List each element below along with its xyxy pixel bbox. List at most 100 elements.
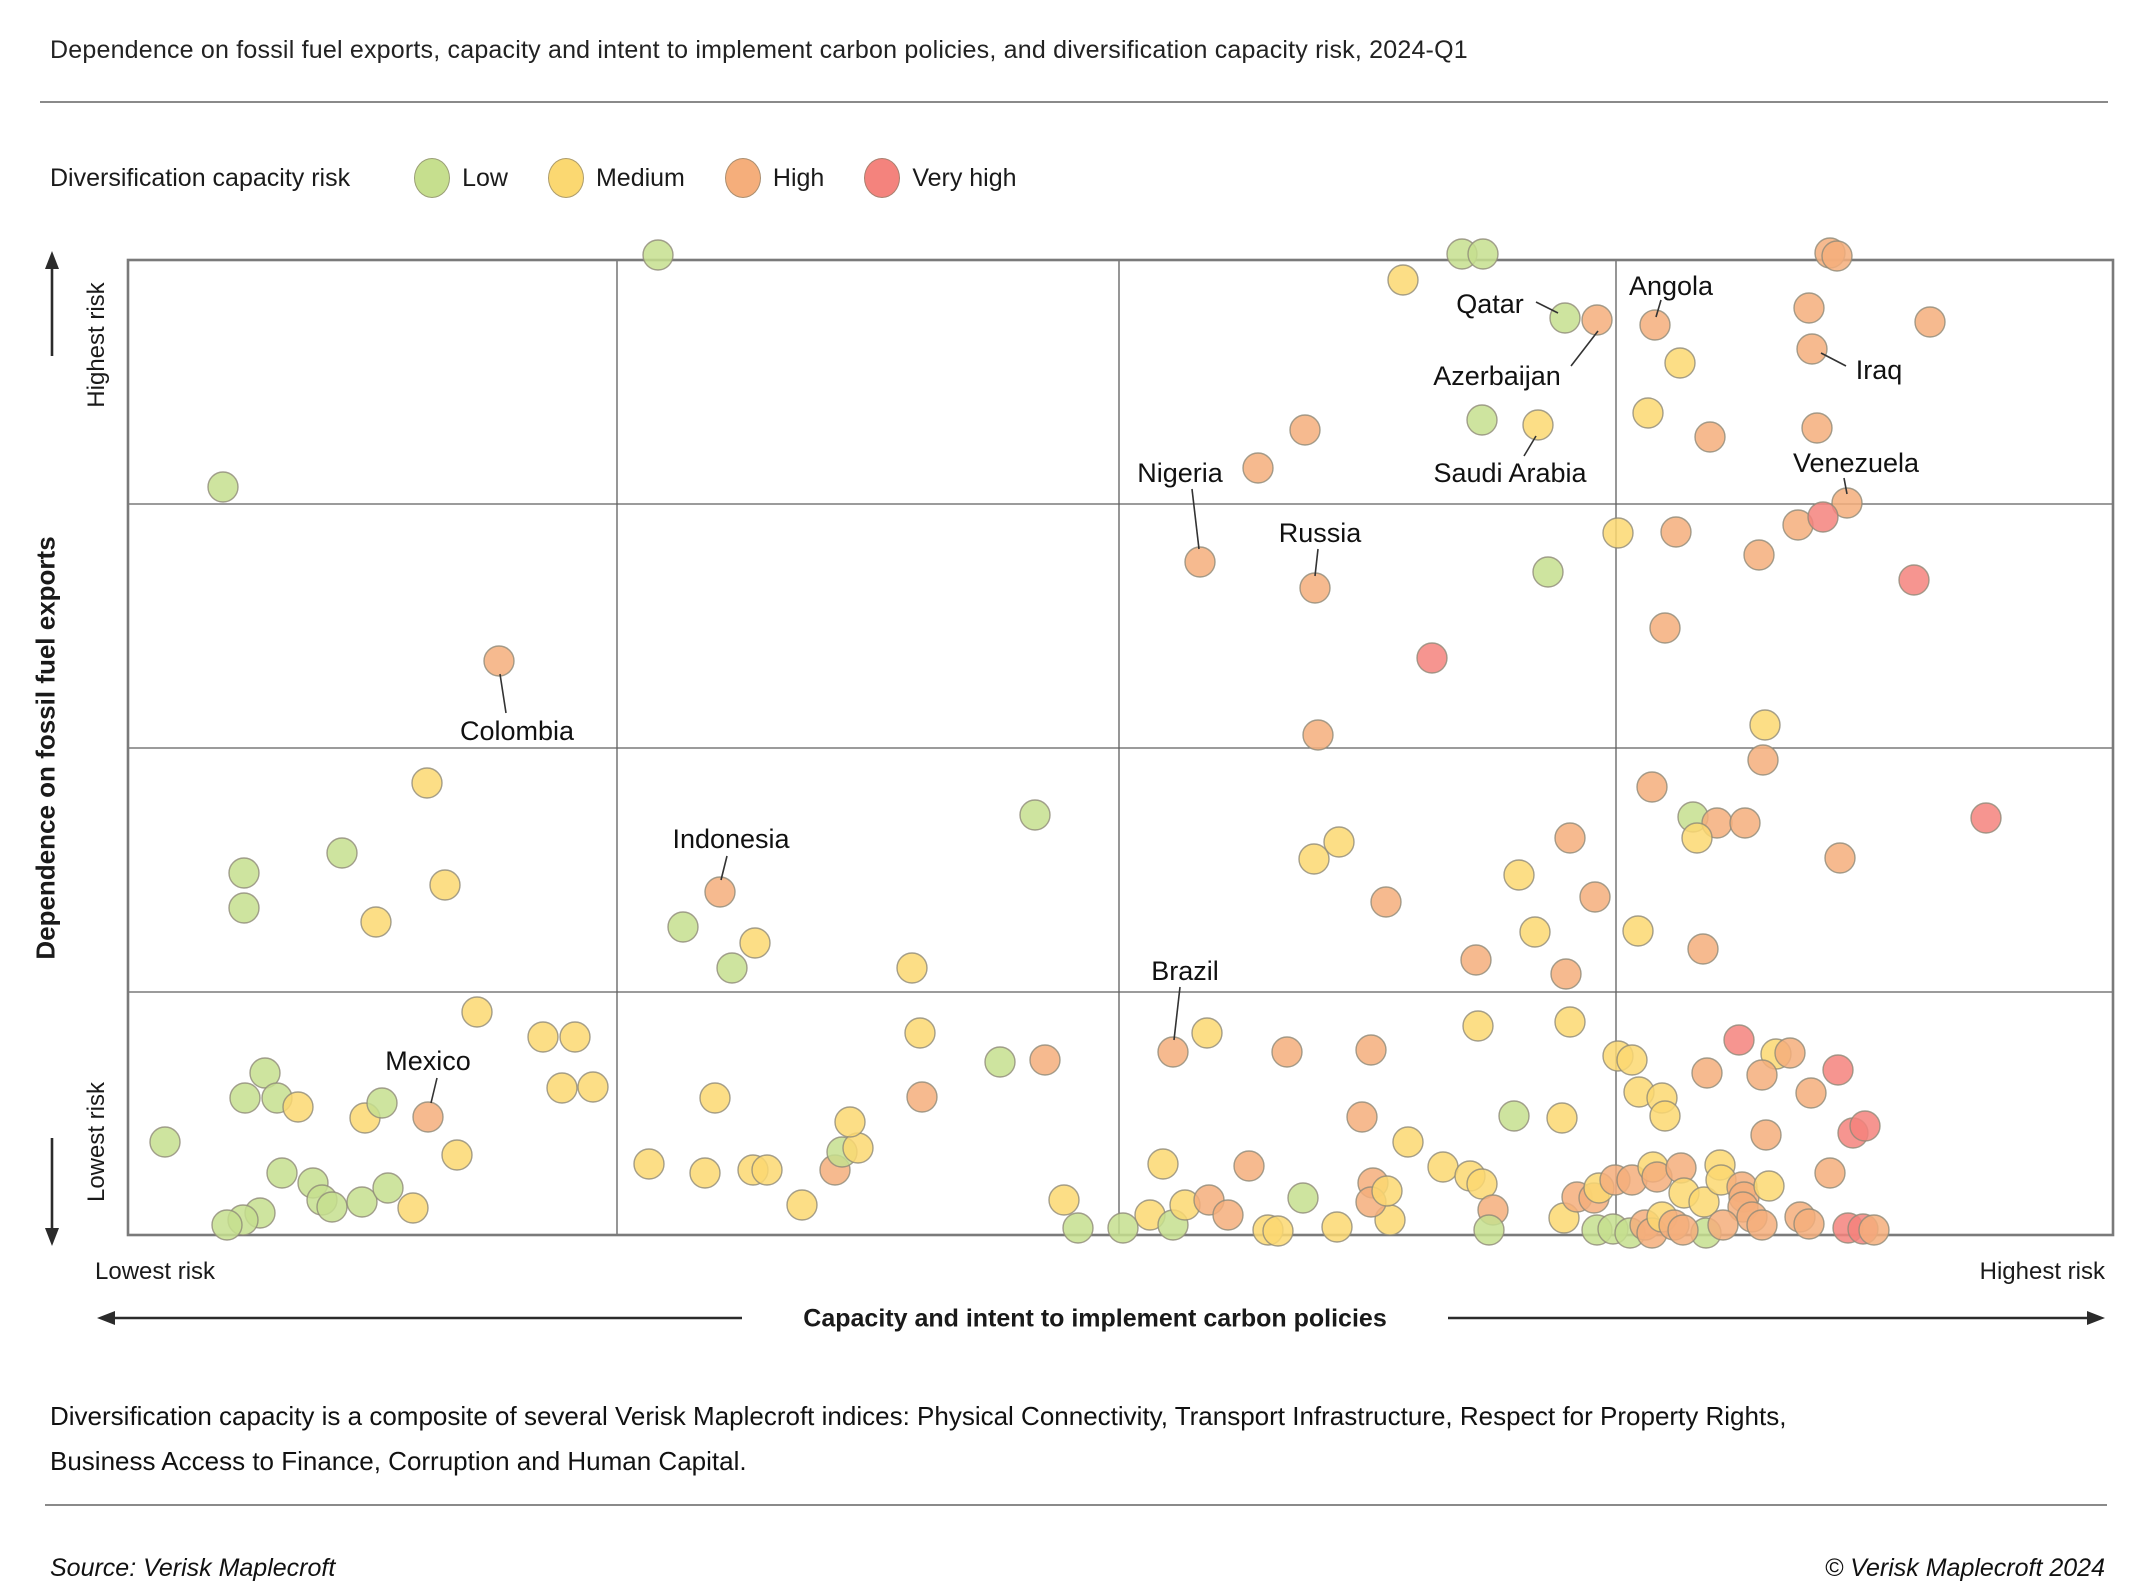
data-point-medium [1522,409,1554,441]
data-point-medium [411,767,443,799]
data-point-medium [1371,1175,1403,1207]
data-point-medium [559,1021,591,1053]
data-point-medium [896,952,928,984]
data-point-low [211,1209,243,1241]
y-axis-up-arrow-icon [45,251,59,269]
country-label-azerbaijan: Azerbaijan [1433,361,1561,391]
data-point-medium [1321,1211,1353,1243]
data-point-medium [461,996,493,1028]
data-point-low [1019,799,1051,831]
data-point-medium [751,1154,783,1186]
data-point-medium [1462,1010,1494,1042]
data-point-high [483,645,515,677]
data-point-high [1299,572,1331,604]
data-point-medium [1519,916,1551,948]
data-point-high [1649,612,1681,644]
country-label-brazil: Brazil [1151,956,1219,986]
country-label-qatar: Qatar [1456,289,1524,319]
callout-line-brazil [1173,986,1181,1041]
data-point-low [149,1126,181,1158]
country-label-angola: Angola [1629,271,1714,301]
data-point-high [1554,822,1586,854]
data-point-low [316,1191,348,1223]
callout-line-azerbaijan [1570,330,1599,367]
x-axis-title: Capacity and intent to implement carbon … [803,1304,1387,1333]
data-point-medium [1688,1186,1720,1218]
data-point-medium [1649,1100,1681,1132]
data-point-medium [1546,1102,1578,1134]
footnote-line-2: Business Access to Finance, Corruption a… [50,1446,747,1476]
data-point-medium [527,1021,559,1053]
data-point-medium [1632,397,1664,429]
data-point-low [1287,1182,1319,1214]
data-point-medium [699,1082,731,1114]
data-point-high [1793,292,1825,324]
data-point-high [1750,1119,1782,1151]
data-point-high [1289,414,1321,446]
data-point-high [1914,306,1946,338]
data-point-low [228,857,260,889]
data-point-medium [1387,264,1419,296]
data-point-high [1233,1150,1265,1182]
data-point-high [1660,516,1692,548]
data-point-high [1302,719,1334,751]
data-point-low [667,911,699,943]
data-point-very_high [1898,564,1930,596]
low-swatch-icon [414,158,451,198]
data-point-very_high [1807,501,1839,533]
data-point-very_high [1723,1024,1755,1056]
data-point-medium [842,1132,874,1164]
data-point-medium [1147,1148,1179,1180]
data-point-low [1532,556,1564,588]
data-point-medium [282,1091,314,1123]
footer-divider [45,1504,2107,1506]
data-point-medium [441,1139,473,1171]
data-point-high [1271,1036,1303,1068]
callout-line-angola [1655,299,1662,318]
country-label-saudi-arabia: Saudi Arabia [1433,458,1587,488]
data-point-medium [1616,1044,1648,1076]
legend-item-label: Low [462,163,508,192]
data-point-low [1107,1212,1139,1244]
footnote: Diversification capacity is a composite … [50,1394,1786,1484]
data-point-medium [739,927,771,959]
data-point-low [266,1157,298,1189]
data-point-low [1467,238,1499,270]
data-point-high [1460,944,1492,976]
data-point-low [326,837,358,869]
data-point-high [412,1101,444,1133]
data-point-high [1691,1057,1723,1089]
data-point-medium [834,1106,866,1138]
data-point-medium [1323,826,1355,858]
data-point-high [1029,1044,1061,1076]
data-point-high [1370,886,1402,918]
legend: Diversification capacity risk Low Medium… [50,152,1057,204]
data-point-medium [1503,859,1535,891]
data-point-medium [1191,1017,1223,1049]
data-point-medium [1753,1170,1785,1202]
callout-line-russia [1314,548,1319,577]
callout-line-nigeria [1191,488,1200,550]
data-point-medium [1664,347,1696,379]
data-point-medium [429,869,461,901]
legend-title: Diversification capacity risk [50,163,351,192]
source-text: Source: Verisk Maplecroft [50,1554,336,1582]
data-point-low [372,1172,404,1204]
data-point-low [207,471,239,503]
data-point-medium [360,906,392,938]
data-point-low [346,1186,378,1218]
country-label-russia: Russia [1279,518,1363,548]
copyright-text: © Verisk Maplecroft 2024 [1824,1554,2105,1582]
callout-line-qatar [1535,301,1559,314]
chart-title: Dependence on fossil fuel exports, capac… [50,36,1468,64]
country-label-indonesia: Indonesia [672,824,790,854]
data-point-high [1746,1059,1778,1091]
data-point-medium [1048,1184,1080,1216]
data-point-high [1550,958,1582,990]
data-point-high [1636,771,1668,803]
data-point-high [1821,240,1853,272]
callout-line-venezuela [1843,477,1848,495]
callout-line-saudi-arabia [1523,435,1537,457]
callout-line-indonesia [720,855,728,881]
